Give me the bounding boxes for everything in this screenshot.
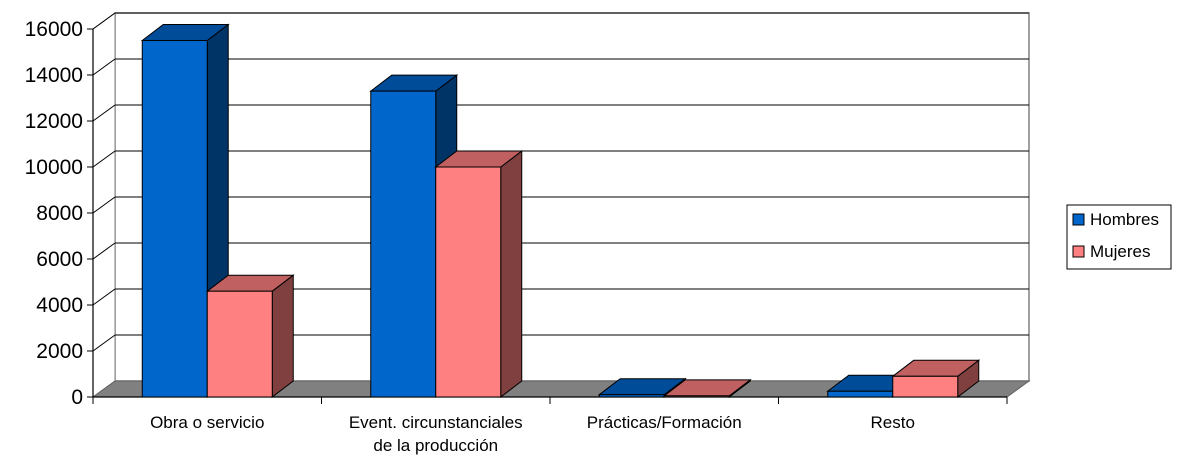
bar-mujeres-2 (662, 378, 752, 399)
y-tick-label: 4000 (36, 294, 83, 317)
y-tick-label: 6000 (36, 248, 83, 271)
bar-front (206, 290, 273, 398)
x-tick-labels: Obra o servicio Event. circunstanciales de… (150, 413, 915, 455)
gridline-side (92, 196, 116, 214)
y-tick-label: 0 (71, 386, 83, 409)
x-tick-label: Obra o servicio (150, 413, 264, 432)
gridline-side (92, 288, 116, 306)
x-tick-label: Prácticas/Formación (587, 413, 742, 432)
gridline-side (92, 104, 116, 122)
bar-mujeres-0 (205, 274, 295, 399)
x-tick-label: Event. circunstanciales (349, 413, 523, 432)
bar-front (827, 390, 894, 398)
x-tick-label: de la producción (373, 436, 498, 455)
y-tick-label: 10000 (25, 156, 83, 179)
gridline-side (92, 150, 116, 168)
x-tick-label: Resto (871, 413, 915, 432)
bar-side (271, 274, 294, 399)
legend: Hombres Mujeres (1066, 204, 1172, 270)
y-tick-label: 12000 (25, 110, 83, 133)
gridline-side (92, 242, 116, 260)
legend-swatch-mujeres (1072, 245, 1085, 258)
bar-side (500, 149, 523, 399)
gridline-side (92, 58, 116, 76)
bar-front (598, 394, 665, 398)
bar-front (370, 90, 437, 398)
y-tick-label: 2000 (36, 340, 83, 363)
bar-front (663, 395, 730, 398)
legend-swatch-hombres (1072, 213, 1085, 226)
gridline-side (92, 12, 116, 30)
legend-label-mujeres: Mujeres (1090, 242, 1150, 261)
legend-label-hombres: Hombres (1090, 210, 1159, 229)
bar-mujeres-3 (891, 359, 981, 399)
bar-front (435, 166, 502, 398)
bars (140, 23, 981, 399)
bar-mujeres-1 (434, 149, 524, 399)
y-tick-label: 8000 (36, 202, 83, 225)
y-tick-label: 16000 (25, 18, 83, 41)
y-tick-labels: 0 2000 4000 6000 8000 10000 12000 14000 16000 (25, 18, 83, 409)
bar-front (141, 40, 208, 398)
bar-front (892, 375, 959, 398)
y-tick-label: 14000 (25, 64, 83, 87)
gridline-side (92, 334, 116, 352)
